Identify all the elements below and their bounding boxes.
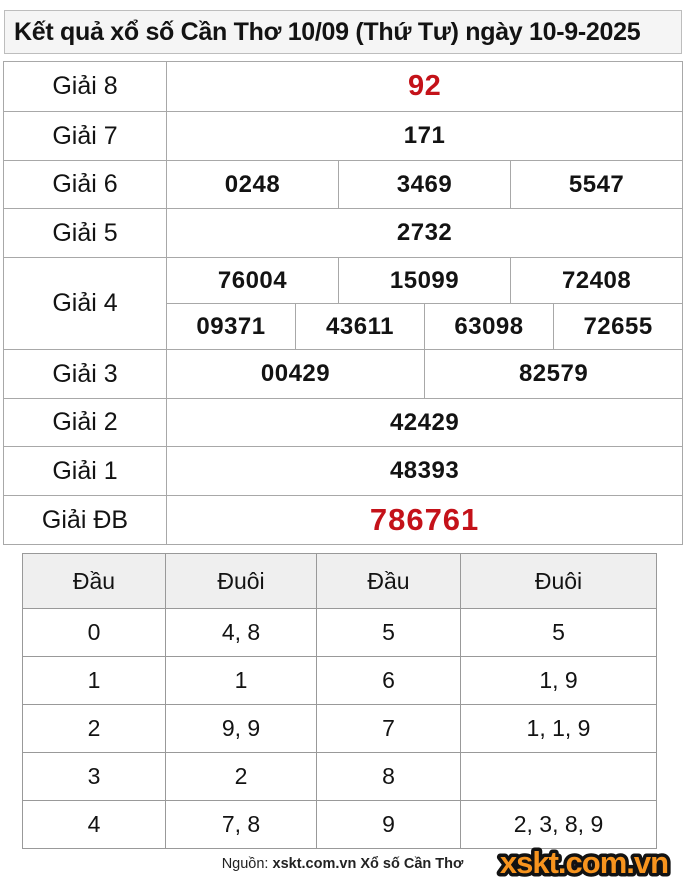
- xskt-logo-text[interactable]: xskt.com.vn: [496, 844, 672, 880]
- prize-value: 5547: [509, 160, 684, 209]
- prize-value: 171: [165, 111, 684, 161]
- prize-value: 43611: [295, 303, 425, 350]
- tail-cell: 9, 9: [165, 704, 317, 753]
- table-row: 0 4, 8 5 5: [22, 608, 657, 657]
- head-cell: 5: [316, 608, 461, 657]
- prize-row-5: Giải 5 2732: [3, 208, 684, 258]
- prize-value: 42429: [165, 398, 684, 447]
- prize-value: 3469: [338, 160, 511, 209]
- tail-cell: 1, 1, 9: [460, 704, 657, 753]
- prize-row-7: Giải 7 171: [3, 111, 684, 161]
- source-text: xskt.com.vn Xổ số Cần Thơ: [272, 856, 464, 872]
- prize-row-db: Giải ĐB 786761: [3, 495, 684, 545]
- page-title: Kết quả xổ số Cần Thơ 10/09 (Thứ Tư) ngà…: [4, 10, 682, 54]
- head-cell: 6: [316, 656, 461, 705]
- tail-cell: 4, 8: [165, 608, 317, 657]
- tail-cell: 2, 3, 8, 9: [460, 800, 657, 849]
- prize-row-4a: Giải 4 76004 15099 72408: [3, 257, 684, 350]
- prize-row-6: Giải 6 0248 3469 5547: [3, 160, 684, 209]
- prize-row-2: Giải 2 42429: [3, 398, 684, 447]
- prize-value: 786761: [165, 495, 684, 545]
- table-row: 2 9, 9 7 1, 1, 9: [22, 704, 657, 753]
- prize-value: 76004: [166, 257, 339, 304]
- head-cell: 3: [22, 752, 166, 801]
- prize-value: 48393: [165, 446, 684, 496]
- prize-value: 0248: [166, 160, 339, 209]
- source-prefix: Nguồn:: [221, 856, 269, 872]
- tail-cell: 1: [165, 656, 317, 705]
- prize-row-3: Giải 3 00429 82579: [3, 349, 684, 399]
- prize-value: 09371: [166, 303, 296, 350]
- prize-label: Giải 3: [3, 349, 167, 399]
- column-header: Đầu: [316, 553, 461, 609]
- prize-label: Giải 5: [3, 208, 167, 258]
- tail-cell: 5: [460, 608, 657, 657]
- prize-value: 15099: [338, 257, 511, 304]
- prize-value: 82579: [423, 349, 684, 399]
- column-header: Đuôi: [460, 553, 657, 609]
- tail-cell: 7, 8: [165, 800, 317, 849]
- tail-cell: 2: [165, 752, 317, 801]
- prize-label: Giải 2: [3, 398, 167, 447]
- prize-row-8: Giải 8 92: [3, 61, 684, 112]
- head-cell: 8: [316, 752, 461, 801]
- prize-label: Giải 4: [3, 257, 167, 350]
- prize-value: 72655: [552, 303, 684, 350]
- prize-label: Giải 7: [3, 111, 167, 161]
- table-row: 4 7, 8 9 2, 3, 8, 9: [22, 800, 657, 849]
- head-cell: 2: [22, 704, 166, 753]
- column-header: Đầu: [22, 553, 166, 609]
- column-header: Đuôi: [165, 553, 317, 609]
- prize-label: Giải 1: [3, 446, 167, 496]
- head-cell: 9: [316, 800, 461, 849]
- table-row: 3 2 8: [22, 752, 657, 801]
- source-note: Nguồn: xskt.com.vn Xổ số Cần Thơ: [0, 856, 685, 872]
- prize-label: Giải 8: [3, 61, 167, 112]
- prize-value: 63098: [424, 303, 554, 350]
- prize-value: 92: [165, 61, 684, 112]
- head-cell: 0: [22, 608, 166, 657]
- prize-value: 00429: [166, 349, 425, 399]
- head-cell: 7: [316, 704, 461, 753]
- head-cell: 4: [22, 800, 166, 849]
- xskt-logo[interactable]: xskt.com.vn: [485, 844, 683, 880]
- prize-value: 72408: [509, 257, 684, 304]
- prize-label: Giải 6: [3, 160, 167, 209]
- tail-cell: 1, 9: [460, 656, 657, 705]
- prize-value: 2732: [165, 208, 684, 258]
- results-table: Giải 8 92 Giải 7 171 Giải 6 0248 3469 55…: [3, 61, 684, 545]
- tail-cell: [460, 752, 657, 801]
- head-cell: 1: [22, 656, 166, 705]
- table-row: 1 1 6 1, 9: [22, 656, 657, 705]
- prize-row-1: Giải 1 48393: [3, 446, 684, 496]
- head-tail-table: Đầu Đuôi Đầu Đuôi 0 4, 8 5 5 1 1 6 1, 9 …: [22, 553, 657, 849]
- prize-label: Giải ĐB: [3, 495, 167, 545]
- head-tail-header-row: Đầu Đuôi Đầu Đuôi: [22, 553, 657, 609]
